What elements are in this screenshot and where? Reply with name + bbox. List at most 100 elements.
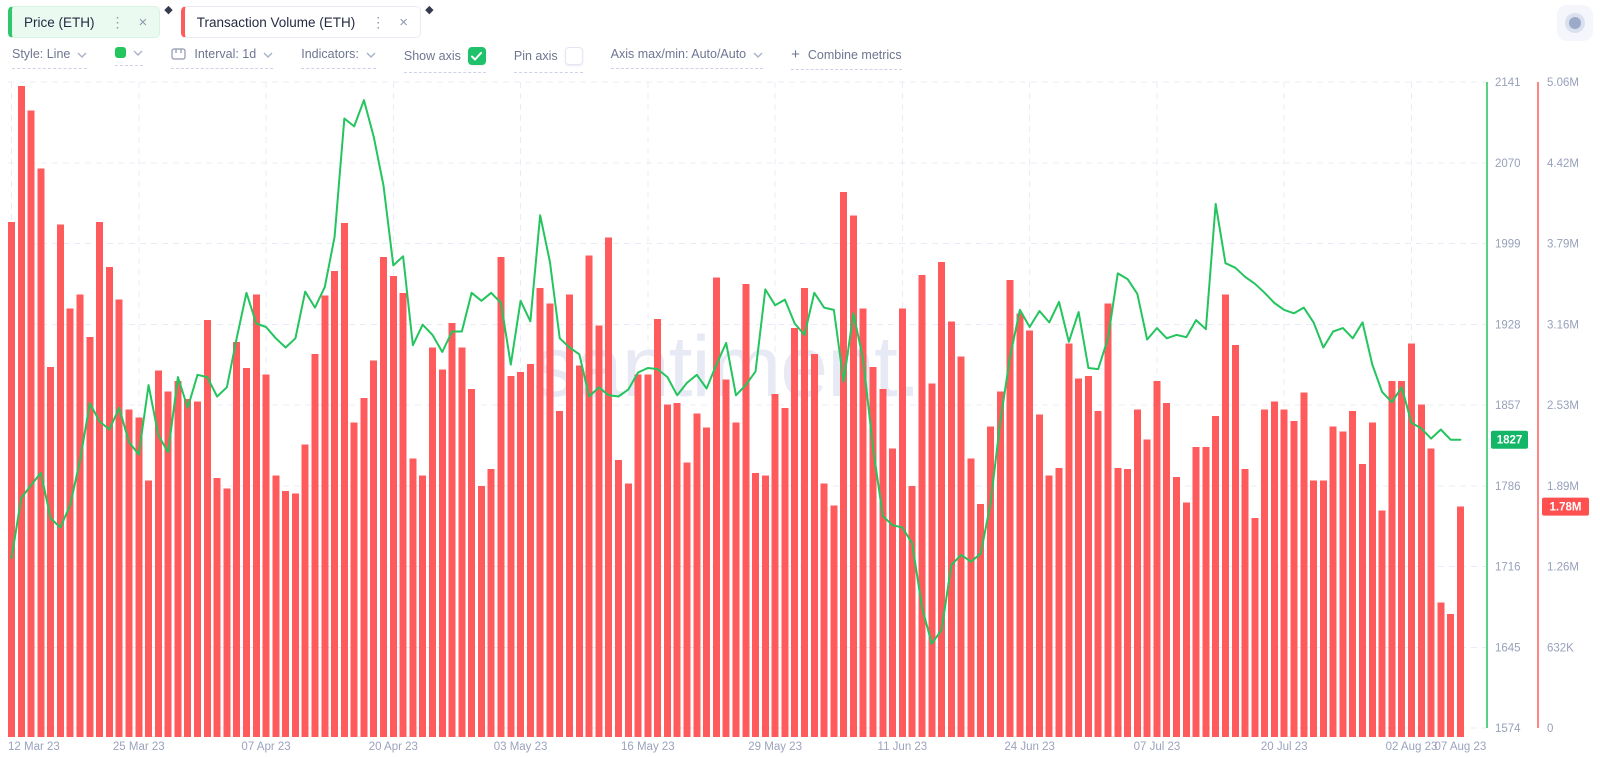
kebab-menu-icon[interactable]: ⋮ <box>110 14 125 30</box>
volume-bar[interactable] <box>350 422 358 737</box>
volume-bar[interactable] <box>683 462 691 737</box>
volume-bar[interactable] <box>1329 426 1337 737</box>
combine-metrics-button[interactable]: + Combine metrics <box>791 47 902 70</box>
volume-bar[interactable] <box>1026 330 1034 737</box>
volume-bar[interactable] <box>8 221 15 737</box>
volume-bar[interactable] <box>252 294 260 737</box>
volume-bar[interactable] <box>1133 409 1141 738</box>
volume-bar[interactable] <box>223 488 231 737</box>
pin-axis-checkbox[interactable] <box>564 47 583 65</box>
volume-bar[interactable] <box>213 478 221 737</box>
volume-bar[interactable] <box>987 426 994 737</box>
volume-bar[interactable] <box>1388 381 1396 737</box>
volume-bar[interactable] <box>1407 343 1415 737</box>
close-icon[interactable]: × <box>138 13 148 31</box>
volume-bar[interactable] <box>321 295 329 737</box>
volume-bar[interactable] <box>820 483 828 737</box>
profile-button[interactable] <box>1557 5 1593 41</box>
volume-bar[interactable] <box>331 270 339 737</box>
volume-bar[interactable] <box>262 374 270 737</box>
volume-bar[interactable] <box>1094 410 1102 737</box>
volume-bar[interactable] <box>830 505 838 737</box>
tab-transaction-volume-eth[interactable]: Transaction Volume (ETH) ⋮ × <box>180 6 422 38</box>
volume-bar[interactable] <box>624 483 632 737</box>
volume-bar[interactable] <box>1339 431 1347 737</box>
volume-bar[interactable] <box>1368 422 1376 737</box>
volume-bar[interactable] <box>1035 414 1043 737</box>
volume-bar[interactable] <box>233 342 241 737</box>
close-icon[interactable]: × <box>399 13 409 31</box>
volume-bar[interactable] <box>595 325 603 737</box>
volume-bar[interactable] <box>1231 344 1239 737</box>
volume-bar[interactable] <box>477 485 485 737</box>
volume-bar[interactable] <box>507 375 515 737</box>
volume-bar[interactable] <box>654 318 662 737</box>
volume-bar[interactable] <box>840 192 848 737</box>
volume-bar[interactable] <box>1359 463 1367 737</box>
volume-bar[interactable] <box>1261 409 1269 738</box>
volume-bar[interactable] <box>1202 447 1210 737</box>
volume-bar[interactable] <box>1055 467 1063 737</box>
volume-bar[interactable] <box>703 427 711 737</box>
volume-bar[interactable] <box>468 388 476 737</box>
volume-bar[interactable] <box>849 215 857 738</box>
volume-bar[interactable] <box>203 320 211 737</box>
volume-bar[interactable] <box>908 485 916 737</box>
volume-bar[interactable] <box>879 388 887 737</box>
volume-bar[interactable] <box>1300 392 1308 737</box>
price-line[interactable] <box>10 99 1462 645</box>
volume-bar[interactable] <box>311 353 319 737</box>
volume-bar[interactable] <box>27 110 35 737</box>
volume-bar[interactable] <box>497 256 505 737</box>
interval-selector[interactable]: Interval: 1d <box>171 47 274 69</box>
volume-bar[interactable] <box>1163 403 1171 737</box>
volume-bar[interactable] <box>566 294 574 737</box>
volume-bar[interactable] <box>419 475 427 737</box>
volume-bar[interactable] <box>977 503 985 737</box>
volume-bar[interactable] <box>145 480 153 737</box>
volume-bar[interactable] <box>634 374 642 737</box>
volume-bar[interactable] <box>947 321 955 737</box>
kebab-menu-icon[interactable]: ⋮ <box>371 14 386 30</box>
volume-bar[interactable] <box>1075 378 1083 737</box>
volume-bar[interactable] <box>575 365 583 737</box>
volume-bar[interactable] <box>1124 469 1132 737</box>
volume-bar[interactable] <box>380 256 388 737</box>
volume-bar[interactable] <box>938 261 946 737</box>
volume-bar[interactable] <box>37 168 45 737</box>
volume-bar[interactable] <box>184 399 192 737</box>
volume-bar[interactable] <box>673 403 681 737</box>
show-axis-toggle[interactable]: Show axis <box>403 47 486 73</box>
volume-bar[interactable] <box>389 276 397 737</box>
volume-bar[interactable] <box>1212 415 1220 737</box>
show-axis-checkbox[interactable] <box>467 47 486 65</box>
volume-bar[interactable] <box>693 413 701 737</box>
volume-bar[interactable] <box>370 360 378 737</box>
volume-bar[interactable] <box>1270 401 1278 737</box>
volume-bar[interactable] <box>154 370 162 737</box>
volume-bar[interactable] <box>1045 475 1053 737</box>
volume-bar[interactable] <box>526 364 534 737</box>
volume-bar[interactable] <box>1241 469 1249 737</box>
volume-bar[interactable] <box>291 493 299 737</box>
volume-bar[interactable] <box>781 408 789 737</box>
volume-bar[interactable] <box>1143 439 1151 737</box>
volume-bar[interactable] <box>360 397 368 737</box>
volume-bar[interactable] <box>1378 510 1386 737</box>
volume-bar[interactable] <box>732 422 740 737</box>
volume-bar[interactable] <box>644 374 652 737</box>
volume-bar[interactable] <box>1182 502 1190 737</box>
volume-bar[interactable] <box>135 417 143 737</box>
volume-bar[interactable] <box>1319 480 1327 737</box>
volume-bar[interactable] <box>86 337 94 737</box>
volume-bar[interactable] <box>889 448 897 737</box>
volume-bar[interactable] <box>663 404 671 737</box>
volume-bar[interactable] <box>1104 303 1112 737</box>
volume-bar[interactable] <box>174 381 182 737</box>
volume-bar[interactable] <box>722 379 730 737</box>
volume-bar[interactable] <box>448 322 456 737</box>
volume-bar[interactable] <box>194 401 202 737</box>
volume-bar[interactable] <box>1427 448 1435 737</box>
volume-bar[interactable] <box>957 356 965 737</box>
